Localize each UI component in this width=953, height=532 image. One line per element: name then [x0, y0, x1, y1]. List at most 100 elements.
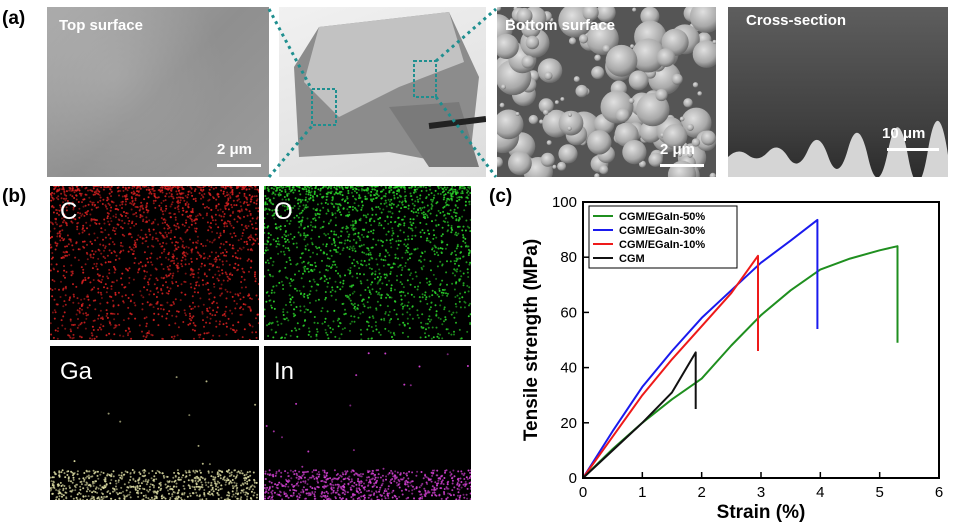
- eds-dot: [292, 301, 295, 304]
- eds-dot: [294, 189, 297, 192]
- eds-dot: [89, 498, 92, 500]
- eds-dot: [247, 492, 249, 495]
- eds-dot: [155, 296, 158, 298]
- eds-dot: [313, 495, 316, 498]
- eds-dot: [221, 186, 224, 188]
- eds-dot: [370, 498, 373, 500]
- eds-dot: [177, 495, 180, 498]
- eds-dot: [54, 311, 57, 314]
- eds-dot: [254, 280, 257, 283]
- eds-dot: [169, 485, 172, 488]
- eds-dot: [104, 247, 107, 249]
- eds-dot: [207, 471, 210, 474]
- eds-dot: [467, 186, 470, 189]
- eds-dot: [71, 201, 74, 204]
- eds-dot: [352, 224, 355, 227]
- eds-dot: [76, 498, 79, 500]
- eds-dot: [353, 307, 356, 310]
- eds-dot: [212, 264, 215, 267]
- eds-dot: [211, 241, 214, 244]
- eds-dot: [326, 310, 329, 313]
- eds-dot: [244, 286, 247, 289]
- eds-dot: [168, 274, 171, 277]
- eds-dot: [466, 330, 469, 333]
- eds-dot: [445, 199, 448, 202]
- eds-dot: [250, 298, 253, 300]
- eds-dot: [142, 211, 145, 214]
- eds-dot: [398, 210, 401, 213]
- eds-dot: [380, 211, 383, 214]
- eds-dot: [184, 476, 187, 479]
- eds-dot: [287, 319, 290, 322]
- eds-dot: [281, 436, 283, 439]
- eds-dot: [353, 302, 356, 305]
- eds-dot: [235, 256, 237, 259]
- eds-dot: [441, 279, 444, 282]
- eds-dot: [145, 204, 148, 207]
- eds-dot: [134, 257, 137, 260]
- eds-dot: [440, 291, 443, 294]
- eds-dot: [93, 498, 96, 500]
- eds-dot: [85, 193, 88, 196]
- eds-dot: [304, 270, 307, 273]
- eds-dot: [238, 192, 241, 194]
- eds-dot: [437, 187, 440, 190]
- eds-dot: [170, 304, 173, 307]
- eds-dot: [140, 492, 143, 494]
- eds-dot: [234, 252, 237, 255]
- eds-dot: [374, 482, 377, 485]
- eds-dot: [227, 277, 230, 280]
- eds-dot: [240, 238, 243, 240]
- particle: [573, 76, 580, 83]
- eds-dot: [115, 204, 118, 207]
- eds-dot: [416, 247, 419, 250]
- eds-dot: [175, 281, 178, 283]
- eds-dot: [200, 255, 203, 258]
- eds-dot: [125, 489, 128, 492]
- eds-dot: [317, 298, 320, 301]
- eds-dot: [204, 244, 207, 247]
- eds-dot: [277, 240, 280, 243]
- eds-dot: [202, 188, 205, 191]
- eds-dot: [235, 302, 238, 305]
- eds-dot: [248, 323, 251, 325]
- eds-dot: [439, 304, 442, 307]
- eds-dot: [395, 192, 398, 195]
- eds-dot: [334, 483, 337, 486]
- eds-dot: [109, 338, 112, 340]
- eds-dot: [195, 477, 197, 480]
- eds-dot: [107, 412, 110, 415]
- eds-dot: [80, 298, 83, 301]
- eds-dot: [337, 485, 340, 488]
- eds-dot: [467, 315, 470, 318]
- eds-dot: [326, 484, 329, 487]
- eds-dot: [156, 257, 159, 260]
- eds-dot: [220, 283, 223, 286]
- eds-dot: [184, 202, 187, 205]
- eds-dot: [182, 321, 185, 323]
- eds-dot: [222, 323, 225, 326]
- eds-dot: [164, 221, 167, 224]
- eds-dot: [219, 470, 222, 472]
- eds-dot: [66, 234, 69, 237]
- eds-dot: [247, 258, 250, 261]
- eds-dot: [172, 197, 175, 200]
- eds-dot: [233, 300, 236, 302]
- eds-dot: [76, 228, 79, 231]
- eds-dot: [58, 209, 61, 212]
- eds-dot: [194, 197, 197, 200]
- eds-dot: [167, 292, 170, 295]
- eds-dot: [96, 219, 99, 222]
- eds-dot: [170, 336, 173, 338]
- eds-dot: [173, 302, 175, 305]
- eds-dot: [405, 245, 408, 248]
- eds-dot: [379, 216, 382, 219]
- eds-dot: [393, 221, 396, 224]
- eds-dot: [401, 269, 404, 271]
- eds-dot: [150, 188, 153, 191]
- eds-dot: [220, 470, 223, 473]
- eds-dot: [214, 476, 217, 479]
- eds-dot: [205, 484, 208, 487]
- eds-dot: [387, 488, 390, 490]
- eds-dot: [431, 326, 434, 329]
